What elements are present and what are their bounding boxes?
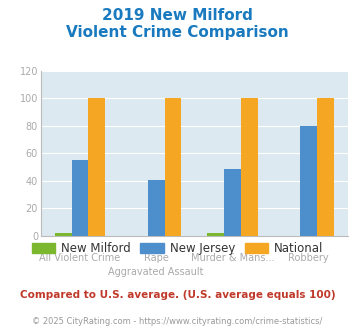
Text: All Violent Crime: All Violent Crime (39, 253, 121, 263)
Text: 2019 New Milford: 2019 New Milford (102, 8, 253, 23)
Text: Aggravated Assault: Aggravated Assault (109, 267, 204, 277)
Bar (241, 98, 258, 236)
Bar (165, 98, 181, 236)
Bar (55, 233, 72, 236)
Text: Rape: Rape (144, 253, 169, 263)
Bar (72, 160, 88, 236)
Bar (148, 180, 165, 236)
Text: © 2025 CityRating.com - https://www.cityrating.com/crime-statistics/: © 2025 CityRating.com - https://www.city… (32, 317, 323, 326)
Text: Compared to U.S. average. (U.S. average equals 100): Compared to U.S. average. (U.S. average … (20, 290, 335, 300)
Text: Violent Crime Comparison: Violent Crime Comparison (66, 25, 289, 40)
Bar (317, 98, 334, 236)
Bar (224, 169, 241, 236)
Bar (207, 233, 224, 236)
Bar (300, 126, 317, 236)
Text: Murder & Mans...: Murder & Mans... (191, 253, 274, 263)
Text: Robbery: Robbery (289, 253, 329, 263)
Legend: New Milford, New Jersey, National: New Milford, New Jersey, National (27, 237, 328, 260)
Bar (88, 98, 105, 236)
